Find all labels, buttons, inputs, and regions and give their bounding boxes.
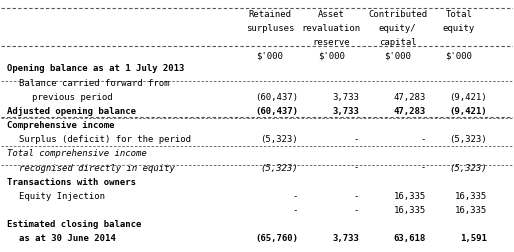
Text: Adjusted opening balance: Adjusted opening balance <box>7 106 136 115</box>
Text: -: - <box>354 135 359 144</box>
Text: Surplus (deficit) for the period: Surplus (deficit) for the period <box>20 135 191 144</box>
Text: Retained: Retained <box>248 10 291 19</box>
Text: -: - <box>292 191 298 200</box>
Text: surpluses: surpluses <box>246 24 294 33</box>
Text: (5,323): (5,323) <box>449 135 487 144</box>
Text: -: - <box>420 163 426 172</box>
Text: equity: equity <box>443 24 475 33</box>
Text: Total comprehensive income: Total comprehensive income <box>7 149 146 158</box>
Text: Transactions with owners: Transactions with owners <box>7 177 136 186</box>
Text: (5,323): (5,323) <box>449 163 487 172</box>
Text: $'000: $'000 <box>384 51 411 60</box>
Text: revaluation: revaluation <box>302 24 361 33</box>
Text: 16,335: 16,335 <box>455 205 487 214</box>
Text: recognised directly in equity: recognised directly in equity <box>20 163 175 172</box>
Text: (9,421): (9,421) <box>449 106 487 115</box>
Text: 3,733: 3,733 <box>333 233 359 242</box>
Text: 16,335: 16,335 <box>455 191 487 200</box>
Text: (5,323): (5,323) <box>260 163 298 172</box>
Text: as at 30 June 2014: as at 30 June 2014 <box>20 233 116 242</box>
Text: $'000: $'000 <box>256 51 283 60</box>
Text: 47,283: 47,283 <box>393 106 426 115</box>
Text: 63,618: 63,618 <box>393 233 426 242</box>
Text: (65,760): (65,760) <box>255 233 298 242</box>
Text: Asset: Asset <box>318 10 344 19</box>
Text: 3,733: 3,733 <box>333 106 359 115</box>
Text: -: - <box>292 205 298 214</box>
Text: capital: capital <box>379 38 416 46</box>
Text: 16,335: 16,335 <box>393 191 426 200</box>
Text: -: - <box>354 191 359 200</box>
Text: -: - <box>420 135 426 144</box>
Text: reserve: reserve <box>313 38 350 46</box>
Text: Total: Total <box>446 10 472 19</box>
Text: Contributed: Contributed <box>368 10 427 19</box>
Text: 16,335: 16,335 <box>393 205 426 214</box>
Text: (60,437): (60,437) <box>255 92 298 101</box>
Text: Equity Injection: Equity Injection <box>20 191 105 200</box>
Text: 47,283: 47,283 <box>393 92 426 101</box>
Text: $'000: $'000 <box>446 51 472 60</box>
Text: -: - <box>354 163 359 172</box>
Text: -: - <box>354 205 359 214</box>
Text: Estimated closing balance: Estimated closing balance <box>7 219 141 228</box>
Text: (60,437): (60,437) <box>255 106 298 115</box>
Text: 3,733: 3,733 <box>333 92 359 101</box>
Text: $'000: $'000 <box>318 51 344 60</box>
Text: (9,421): (9,421) <box>449 92 487 101</box>
Text: previous period: previous period <box>32 92 113 101</box>
Text: Opening balance as at 1 July 2013: Opening balance as at 1 July 2013 <box>7 64 184 73</box>
Text: 1,591: 1,591 <box>460 233 487 242</box>
Text: (5,323): (5,323) <box>260 135 298 144</box>
Text: Balance carried forward from: Balance carried forward from <box>20 78 170 87</box>
Text: Comprehensive income: Comprehensive income <box>7 120 114 130</box>
Text: equity/: equity/ <box>379 24 416 33</box>
